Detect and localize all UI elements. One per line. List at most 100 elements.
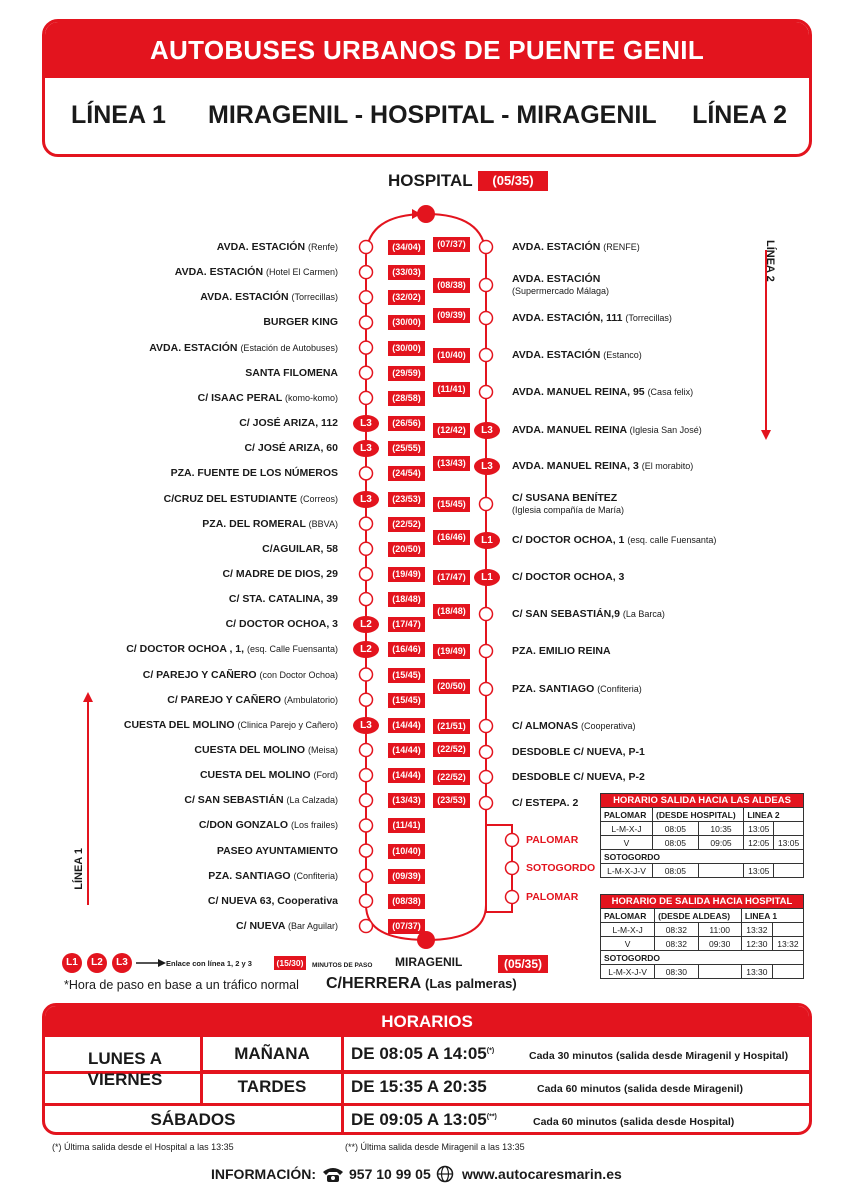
manana-time: DE 08:05 A 14:05(*) <box>351 1044 494 1064</box>
list-item: C/ JOSÉ ARIZA, 60 <box>244 442 338 454</box>
stop-note: (Renfe) <box>307 242 338 252</box>
footnote-1: (*) Última salida desde el Hospital a la… <box>52 1142 234 1152</box>
stop-marker <box>358 264 374 280</box>
list-item: CUESTA DEL MOLINO (Clinica Parejo y Cañe… <box>124 719 338 731</box>
list-item: AVDA. MANUEL REINA, 95 (Casa felix) <box>512 386 693 398</box>
stop-marker <box>358 918 374 934</box>
stop-name: C/ JOSÉ ARIZA, 60 <box>244 442 338 455</box>
stop-time: (23/53) <box>433 793 470 808</box>
stop-time: (22/52) <box>433 742 470 757</box>
time-cell: 13:05 <box>743 821 775 836</box>
day-cell: L-M-X-J <box>599 821 654 836</box>
list-item: AVDA. ESTACIÓN (Hotel El Carmen) <box>175 266 338 278</box>
stop-time: (18/48) <box>433 604 470 619</box>
aldeas-palomar: PALOMAR <box>599 807 654 822</box>
time-cell <box>697 863 745 878</box>
stop-name: C/ PAREJO Y CAÑERO <box>142 668 257 681</box>
link-badge: L3 <box>353 415 379 433</box>
stop-name: SANTA FILOMENA <box>245 366 338 379</box>
link-badge: L3 <box>353 440 379 458</box>
stop-name: PZA. DEL ROMERAL <box>202 517 306 530</box>
stop-note: (Clinica Parejo y Cañero) <box>237 719 338 730</box>
stop-name: C/ DOCTOR OCHOA, 3 <box>225 618 338 631</box>
side-label-linea1: LÍNEA 1 <box>73 848 85 890</box>
time-cell: 08:05 <box>652 835 699 850</box>
branch-stop-name: PALOMAR <box>526 891 579 903</box>
stop-time: (21/51) <box>433 719 470 734</box>
table-row: L-M-X-J 08:32 11:00 13:32 <box>599 922 805 937</box>
time-cell: 13:30 <box>740 964 773 979</box>
stop-time: (30/00) <box>388 340 425 356</box>
time-cell <box>771 922 805 937</box>
stop-name: C/AGUILAR, 58 <box>262 542 338 555</box>
stop-note: (Bar Aguilar) <box>287 921 338 932</box>
stop-marker <box>358 818 374 833</box>
stop-note: (Confiteria) <box>597 684 642 694</box>
aldeas-desde: (DESDE HOSPITAL) <box>652 807 745 822</box>
list-item: PZA. SANTIAGO (Confiteria) <box>512 683 642 695</box>
stop-marker <box>478 744 494 760</box>
stop-marker <box>358 591 374 607</box>
stop-time: (25/55) <box>388 441 425 457</box>
list-item: C/ ALMONAS (Cooperativa) <box>512 720 636 732</box>
info-phone[interactable]: 957 10 99 05 <box>349 1166 431 1182</box>
legend-minutes-text: MINUTOS DE PASO <box>312 962 373 969</box>
stop-name: PASEO AYUNTAMIENTO <box>216 844 338 857</box>
table-row: V 08:05 09:05 12:05 13:05 <box>599 835 804 850</box>
hospital-time: (05/35) <box>478 171 548 191</box>
side-label-linea2: LÍNEA 2 <box>764 240 776 282</box>
stop-name: AVDA. ESTACIÓN <box>512 241 601 253</box>
globe-icon <box>436 1165 454 1183</box>
stop-note: (Iglesia San José) <box>629 425 702 435</box>
legend-badge-l1: L1 <box>62 953 82 973</box>
legend-link-text: Enlace con línea 1, 2 y 3 <box>166 959 252 968</box>
time-cell: 13:32 <box>771 936 805 951</box>
stop-marker <box>478 606 494 622</box>
list-item: C/ SUSANA BENÍTEZ (Iglesia compañía de Ma… <box>512 492 624 516</box>
info-label: INFORMACIÓN: <box>211 1166 316 1182</box>
manana-note: Cada 30 minutos (salida desde Miragenil … <box>529 1050 789 1062</box>
route-label: MIRAGENIL - HOSPITAL - MIRAGENIL <box>208 101 657 129</box>
time-cell: 13:05 <box>773 835 804 850</box>
stop-marker <box>358 692 374 707</box>
info-web[interactable]: www.autocaresmarin.es <box>462 1166 622 1182</box>
stop-marker <box>504 860 520 876</box>
stop-marker <box>504 889 520 905</box>
stop-note: (con Doctor Ochoa) <box>259 669 338 680</box>
stop-marker <box>358 315 374 330</box>
list-item: C/ STA. CATALINA, 39 <box>229 593 338 605</box>
list-item: C/ DOCTOR OCHOA, 3 <box>512 571 624 583</box>
stop-time: (16/46) <box>433 530 470 545</box>
list-item: C/AGUILAR, 58 <box>262 543 338 555</box>
time-cell: 12:05 <box>743 835 775 850</box>
stop-name: DESDOBLE C/ NUEVA, P-1 <box>512 746 645 758</box>
route-diagram <box>83 205 771 949</box>
tardes-note: Cada 60 minutos (salida desde Miragenil) <box>537 1083 743 1095</box>
list-item: BURGER KING <box>263 316 338 328</box>
stop-time: (08/38) <box>388 893 425 909</box>
stop-name: C/ SAN SEBASTIÁN <box>184 794 284 807</box>
day-cell: L-M-X-J-V <box>599 863 654 878</box>
stop-note: (esq. Calle Fuensanta) <box>246 644 338 655</box>
stop-time: (24/54) <box>388 466 425 482</box>
stop-time: (18/48) <box>388 592 425 608</box>
stop-name: C/ SAN SEBASTIÁN,9 <box>512 608 620 620</box>
time-cell: 12:30 <box>740 936 773 951</box>
stop-marker <box>478 277 494 293</box>
list-item: AVDA. ESTACIÓN (RENFE) <box>512 241 640 253</box>
list-item: C/DON GONZALO (Los frailes) <box>199 819 338 831</box>
stop-marker <box>358 541 374 557</box>
list-item: AVDA. ESTACIÓN (Torrecillas) <box>200 291 338 303</box>
time-cell: 08:32 <box>654 936 699 951</box>
stop-time: (17/47) <box>433 570 470 585</box>
aldeas-linea: LINEA 2 <box>743 807 804 822</box>
aldeas-table: HORARIO SALIDA HACIA LAS ALDEAS PALOMAR … <box>599 793 804 878</box>
horarios-box: HORARIOS LUNES A VIERNES MAÑANA DE 08:05… <box>42 1003 812 1135</box>
list-item: PZA. DEL ROMERAL (BBVA) <box>202 518 338 530</box>
stop-time: (20/50) <box>433 679 470 694</box>
time-cell <box>773 863 804 878</box>
link-badge: L3 <box>353 716 379 734</box>
stop-time: (12/42) <box>433 423 470 438</box>
time-cell: 08:32 <box>654 922 699 937</box>
stop-note: (Estación de Autobuses) <box>240 342 338 353</box>
